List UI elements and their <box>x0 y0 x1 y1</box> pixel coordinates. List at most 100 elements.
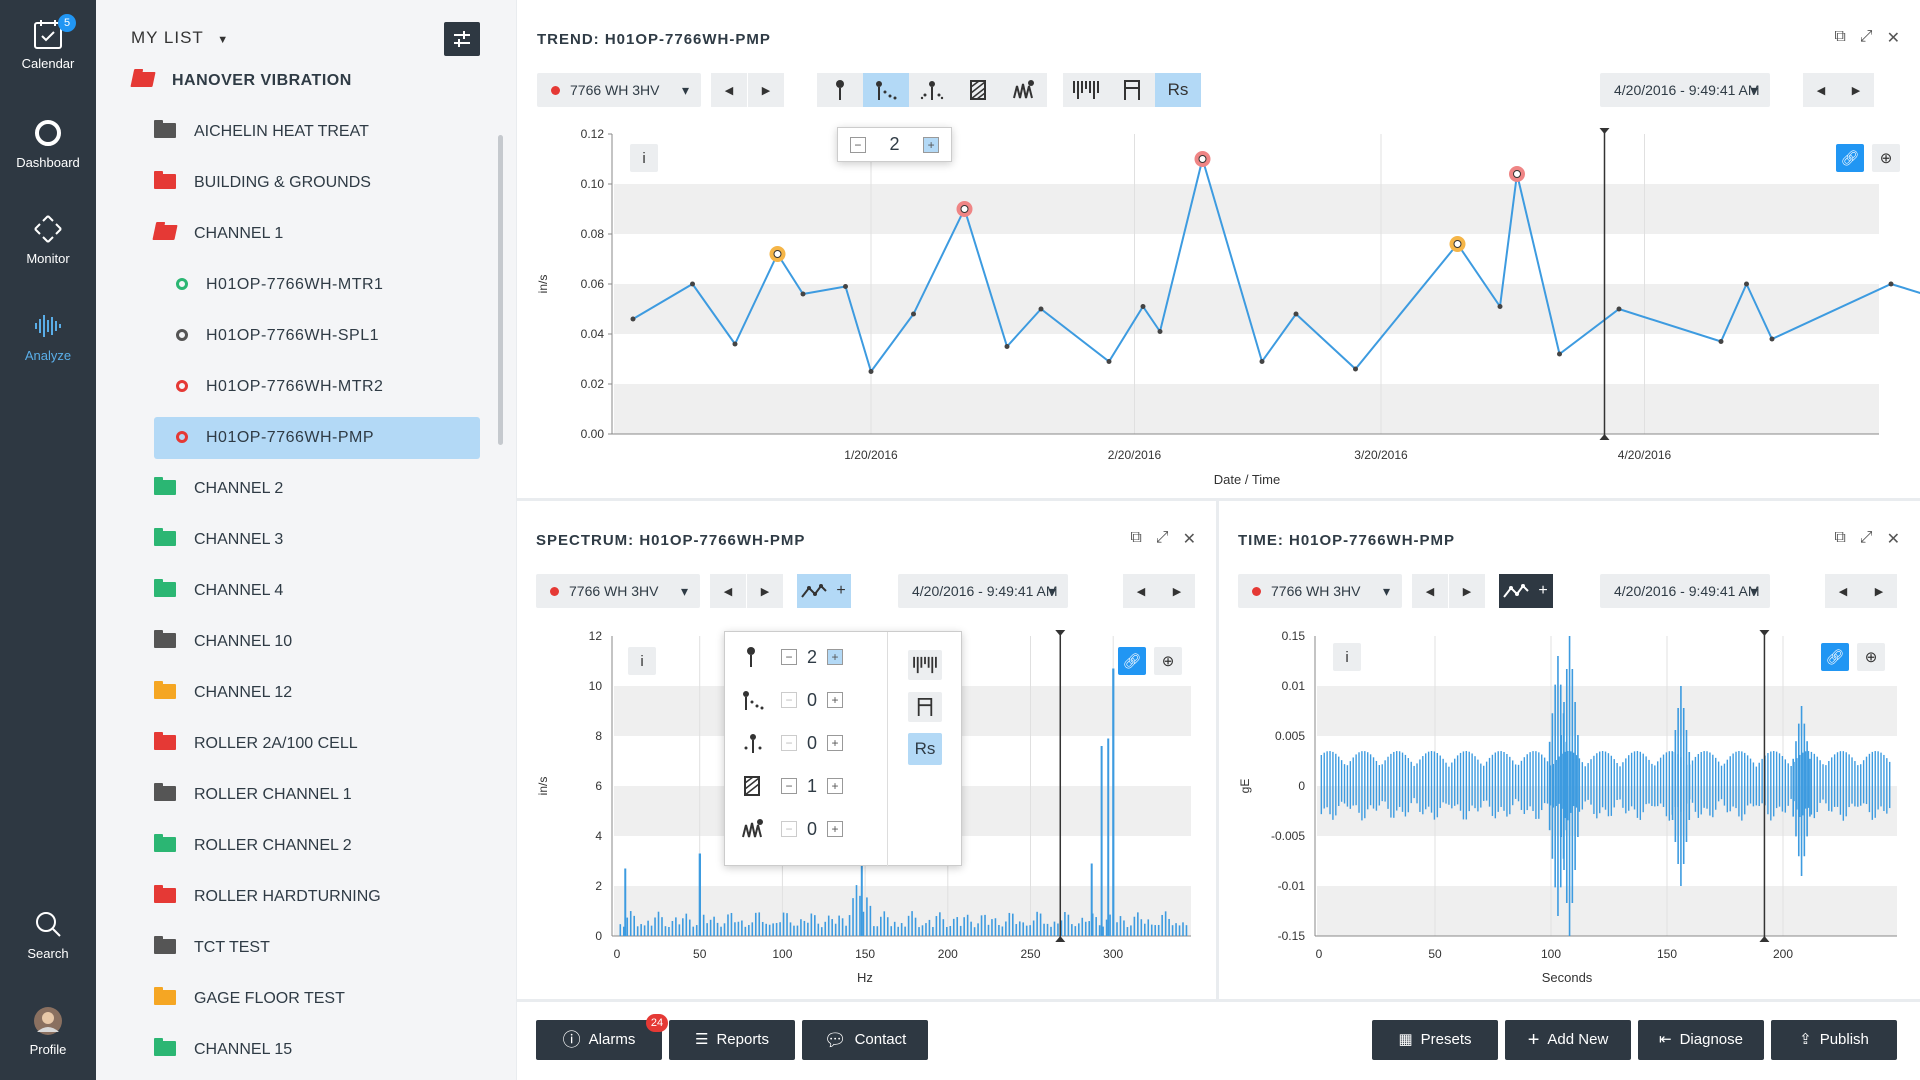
popout-icon[interactable]: ⧉ <box>1834 28 1846 45</box>
tree-folder-item[interactable]: ROLLER CHANNEL 1 <box>154 774 352 816</box>
increment-button[interactable]: + <box>827 778 843 794</box>
close-icon[interactable]: ✕ <box>1886 30 1900 47</box>
reports-button[interactable]: ☰ Reports <box>669 1020 795 1060</box>
spectrum-date-prev[interactable]: ◀ <box>1123 574 1159 608</box>
nav-search[interactable]: Search <box>0 908 96 961</box>
increment-button[interactable]: + <box>827 649 843 665</box>
contact-button[interactable]: 💬︎ Contact <box>802 1020 928 1060</box>
add-new-button[interactable]: + Add New <box>1505 1020 1631 1060</box>
tree-folder-item[interactable]: CHANNEL 12 <box>154 672 292 714</box>
popup-rs-toggle[interactable]: Rs <box>908 733 942 765</box>
expand-icon[interactable]: ⤢ <box>1155 529 1169 546</box>
rs-toggle[interactable]: Rs <box>1155 73 1201 107</box>
decrement-button[interactable]: − <box>781 735 797 751</box>
increment-button[interactable]: + <box>827 692 843 708</box>
time-date-value: 4/20/2016 - 9:49:41 AM <box>1614 583 1760 599</box>
nav-calendar[interactable]: 5 Calendar <box>0 14 96 71</box>
time-sensor-prev[interactable]: ◀ <box>1412 574 1448 608</box>
tree-folder-item[interactable]: HANOVER VIBRATION <box>130 60 352 102</box>
link-button[interactable]: 🔗︎ <box>1836 144 1864 172</box>
link-button[interactable]: 🔗︎ <box>1118 647 1146 675</box>
diagnose-button[interactable]: ⇤ Diagnose <box>1638 1020 1764 1060</box>
tree-folder-item[interactable]: ROLLER HARDTURNING <box>154 876 381 918</box>
spectrum-sensor-select[interactable]: 7766 WH 3HV ▾ <box>536 574 700 608</box>
zoom-button[interactable]: ⊕ <box>1857 643 1885 671</box>
decrement-button[interactable]: − <box>781 778 797 794</box>
expand-icon[interactable]: ⤢ <box>1859 28 1873 45</box>
info-button[interactable]: i <box>630 144 658 172</box>
link-button[interactable]: 🔗︎ <box>1821 643 1849 671</box>
close-icon[interactable]: ✕ <box>1886 531 1900 548</box>
time-date-prev[interactable]: ◀ <box>1825 574 1861 608</box>
band-tool[interactable] <box>955 73 1001 107</box>
popup-bracket-tool[interactable] <box>908 692 942 722</box>
tree-folder-item[interactable]: AICHELIN HEAT TREAT <box>154 111 369 153</box>
time-chart[interactable]: 0.15 0.01 0.005 0 -0.005 -0.01 -0.15 0 50 100 150 2… <box>1219 612 1920 997</box>
tree-folder-item[interactable]: TCT TEST <box>154 927 270 969</box>
spectrum-sensor-next[interactable]: ▶ <box>747 574 783 608</box>
trend-date-next[interactable]: ▶ <box>1838 73 1874 107</box>
tree-folder-item[interactable]: ROLLER CHANNEL 2 <box>154 825 352 867</box>
spectrum-sensor-prev[interactable]: ◀ <box>710 574 746 608</box>
sideband-marker-tool[interactable] <box>909 73 955 107</box>
time-date-select[interactable]: 4/20/2016 - 9:49:41 AM ▾ <box>1600 574 1770 608</box>
spectrum-marker-toggle[interactable]: + <box>797 574 851 608</box>
trend-sensor-prev[interactable]: ◀ <box>711 73 747 107</box>
increment-button[interactable]: + <box>923 136 940 153</box>
tree-folder-item[interactable]: CHANNEL 15 <box>154 1029 292 1071</box>
tree-folder-item[interactable]: ROLLER 2A/100 CELL <box>154 723 358 765</box>
expand-icon[interactable]: ⤢ <box>1859 529 1873 546</box>
publish-button[interactable]: ⇪ Publish <box>1771 1020 1897 1060</box>
tree-point-item[interactable]: H01OP-7766WH-MTR2 <box>154 366 383 408</box>
tree-folder-item[interactable]: CHANNEL 4 <box>154 570 283 612</box>
alarms-button[interactable]: ⓘ Alarms <box>536 1020 662 1060</box>
tree-folder-item[interactable]: CHANNEL 3 <box>154 519 283 561</box>
spectrum-date-select[interactable]: 4/20/2016 - 9:49:41 AM ▾ <box>898 574 1068 608</box>
tree-folder-item[interactable]: BUILDING & GROUNDS <box>154 162 371 204</box>
harmonic-marker-tool[interactable] <box>863 73 909 107</box>
tree-folder-item[interactable]: GAGE FLOOR TEST <box>154 978 345 1020</box>
increment-button[interactable]: + <box>827 821 843 837</box>
cursor-lines-tool[interactable] <box>1063 73 1109 107</box>
decrement-button[interactable]: − <box>781 692 797 708</box>
trend-sensor-select[interactable]: 7766 WH 3HV ▾ <box>537 73 701 107</box>
trend-sensor-next[interactable]: ▶ <box>748 73 784 107</box>
filter-button[interactable] <box>444 22 480 56</box>
trend-chart[interactable]: 0.00 0.02 0.04 0.06 0.08 0.10 0.12 1/20/2016 2/2… <box>517 110 1920 490</box>
info-button[interactable]: i <box>1333 643 1361 671</box>
my-list-dropdown[interactable]: MY LIST ▼ <box>131 28 229 48</box>
nav-monitor[interactable]: Monitor <box>0 213 96 266</box>
popout-icon[interactable]: ⧉ <box>1834 529 1846 546</box>
time-sensor-next[interactable]: ▶ <box>1449 574 1485 608</box>
zoom-button[interactable]: ⊕ <box>1872 144 1900 172</box>
nav-profile[interactable]: Profile <box>0 1006 96 1057</box>
tree-point-item[interactable]: H01OP-7766WH-SPL1 <box>154 315 379 357</box>
time-sensor-select[interactable]: 7766 WH 3HV ▾ <box>1238 574 1402 608</box>
peak-marker-tool[interactable] <box>817 73 863 107</box>
decrement-button[interactable]: − <box>781 649 797 665</box>
spectrum-date-next[interactable]: ▶ <box>1159 574 1195 608</box>
tree-folder-item[interactable]: CHANNEL 1 <box>152 213 283 255</box>
popup-cursor-lines-tool[interactable] <box>908 650 942 680</box>
time-date-next[interactable]: ▶ <box>1861 574 1897 608</box>
tree-point-item[interactable]: H01OP-7766WH-MTR1 <box>154 264 383 306</box>
zoom-button[interactable]: ⊕ <box>1154 647 1182 675</box>
tree-folder-item[interactable]: CHANNEL 2 <box>154 468 283 510</box>
trend-date-prev[interactable]: ◀ <box>1803 73 1839 107</box>
bracket-tool[interactable] <box>1109 73 1155 107</box>
time-marker-toggle[interactable]: + <box>1499 574 1553 608</box>
popout-icon[interactable]: ⧉ <box>1130 529 1142 546</box>
decrement-button[interactable]: − <box>781 821 797 837</box>
tree-point-item[interactable]: H01OP-7766WH-PMP <box>154 417 480 459</box>
list-scrollbar[interactable] <box>498 135 503 445</box>
close-icon[interactable]: ✕ <box>1182 531 1196 548</box>
nav-analyze[interactable]: Analyze <box>0 310 96 363</box>
tree-folder-item[interactable]: CHANNEL 10 <box>154 621 292 663</box>
decrement-button[interactable]: − <box>849 136 866 153</box>
increment-button[interactable]: + <box>827 735 843 751</box>
trend-date-select[interactable]: 4/20/2016 - 9:49:41 AM ▾ <box>1600 73 1770 107</box>
waterfall-tool[interactable] <box>1001 73 1047 107</box>
nav-dashboard[interactable]: Dashboard <box>0 117 96 170</box>
presets-button[interactable]: ▦ Presets <box>1372 1020 1498 1060</box>
info-button[interactable]: i <box>628 647 656 675</box>
